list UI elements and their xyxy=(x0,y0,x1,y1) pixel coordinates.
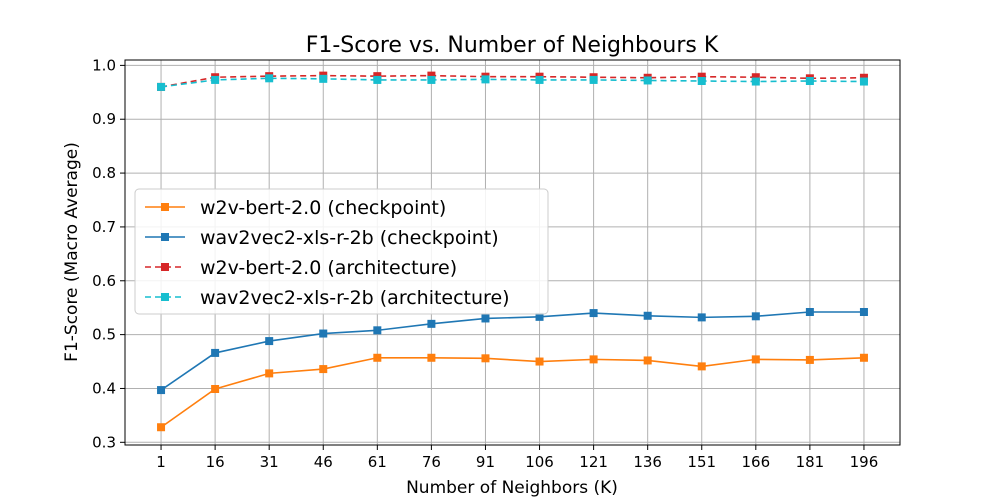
plot-frame xyxy=(124,59,901,446)
data-point xyxy=(157,386,166,395)
data-point xyxy=(157,82,166,91)
x-axis-label: Number of Neighbors (K) xyxy=(406,478,618,498)
series-2 xyxy=(157,308,868,395)
legend-item: wav2vec2-xls-r-2b (checkpoint) xyxy=(145,227,499,249)
data-point xyxy=(751,312,760,321)
data-point xyxy=(211,75,220,84)
data-point xyxy=(427,319,436,328)
legend-label: w2v-bert-2.0 (architecture) xyxy=(200,257,457,279)
data-point xyxy=(535,357,544,366)
series-group xyxy=(157,71,868,432)
data-point xyxy=(211,385,220,393)
data-point xyxy=(373,326,382,335)
data-point xyxy=(211,348,220,357)
x-tick-label: 16 xyxy=(206,453,225,471)
data-point xyxy=(697,72,706,81)
data-point xyxy=(427,353,436,362)
y-axis: 0.3 0.4 0.5 0.6 0.7 0.8 0.9 1.0 xyxy=(92,56,125,451)
data-point xyxy=(535,75,544,84)
data-point xyxy=(427,75,436,84)
legend-item: wav2vec2-xls-r-2b (architecture) xyxy=(145,287,510,309)
data-point xyxy=(751,73,760,82)
legend-label: wav2vec2-xls-r-2b (architecture) xyxy=(200,287,510,309)
data-point xyxy=(805,77,814,85)
data-point xyxy=(859,353,868,362)
data-point xyxy=(697,77,706,85)
x-tick-label: 181 xyxy=(796,453,825,471)
data-point xyxy=(697,362,706,371)
legend-marker xyxy=(161,203,169,211)
x-tick-label: 106 xyxy=(525,453,554,471)
y-tick-label: 1.0 xyxy=(92,56,116,74)
y-axis-label: F1-Score (Macro Average) xyxy=(62,142,82,362)
data-point xyxy=(265,369,274,378)
x-tick-label: 1 xyxy=(156,453,166,471)
y-tick-label: 0.3 xyxy=(92,433,116,451)
data-point xyxy=(697,313,706,322)
legend-marker xyxy=(161,233,169,241)
data-point xyxy=(589,75,598,84)
legend-marker xyxy=(161,263,169,271)
x-tick-label: 151 xyxy=(687,453,716,471)
legend-label: wav2vec2-xls-r-2b (checkpoint) xyxy=(200,227,499,249)
data-point xyxy=(859,308,868,316)
data-point xyxy=(319,74,328,83)
x-axis: 1 16 31 46 61 76 91 106 121 136 151 166 181 196 xyxy=(156,445,878,471)
legend-item: w2v-bert-2.0 (architecture) xyxy=(145,257,457,279)
data-point xyxy=(373,353,382,362)
data-point xyxy=(373,75,382,84)
y-tick-label: 0.7 xyxy=(92,218,116,236)
y-tick-label: 0.5 xyxy=(92,326,116,344)
legend-item: w2v-bert-2.0 (checkpoint) xyxy=(145,197,446,219)
legend-marker xyxy=(161,293,169,301)
x-tick-label: 136 xyxy=(633,453,662,471)
data-point xyxy=(157,423,166,432)
series-line xyxy=(160,311,864,391)
grid xyxy=(125,60,900,445)
data-point xyxy=(319,329,328,338)
x-tick-label: 121 xyxy=(579,453,608,471)
data-point xyxy=(535,312,544,321)
data-point xyxy=(643,76,652,85)
series-line xyxy=(160,74,864,88)
y-tick-label: 0.8 xyxy=(92,164,116,182)
x-tick-label: 166 xyxy=(741,453,770,471)
x-tick-label: 46 xyxy=(314,453,333,471)
x-tick-label: 76 xyxy=(422,453,441,471)
series-line xyxy=(160,77,864,88)
y-tick-label: 0.4 xyxy=(92,379,116,397)
legend: w2v-bert-2.0 (checkpoint) wav2vec2-xls-r-… xyxy=(134,188,549,315)
data-point xyxy=(481,75,490,84)
series-4 xyxy=(157,74,868,91)
x-tick-label: 61 xyxy=(368,453,387,471)
data-point xyxy=(481,354,490,363)
data-point xyxy=(643,311,652,320)
y-tick-label: 0.6 xyxy=(92,272,116,290)
legend-box xyxy=(134,188,549,315)
data-point xyxy=(643,356,652,365)
data-point xyxy=(859,77,868,86)
data-point xyxy=(805,355,814,364)
data-point xyxy=(805,308,814,316)
data-point xyxy=(481,314,490,323)
data-point xyxy=(265,74,274,83)
data-point xyxy=(751,77,760,86)
y-tick-label: 0.9 xyxy=(92,110,116,128)
series-1 xyxy=(157,353,868,432)
data-point xyxy=(589,355,598,364)
data-point xyxy=(319,365,328,374)
x-tick-label: 91 xyxy=(476,453,495,471)
x-tick-label: 196 xyxy=(850,453,879,471)
chart-title: F1-Score vs. Number of Neighbours K xyxy=(306,33,719,58)
series-line xyxy=(160,356,864,428)
data-point xyxy=(751,355,760,364)
data-point xyxy=(589,309,598,318)
x-tick-label: 31 xyxy=(260,453,279,471)
legend-label: w2v-bert-2.0 (checkpoint) xyxy=(200,197,446,219)
data-point xyxy=(265,337,274,346)
data-point xyxy=(427,71,436,80)
